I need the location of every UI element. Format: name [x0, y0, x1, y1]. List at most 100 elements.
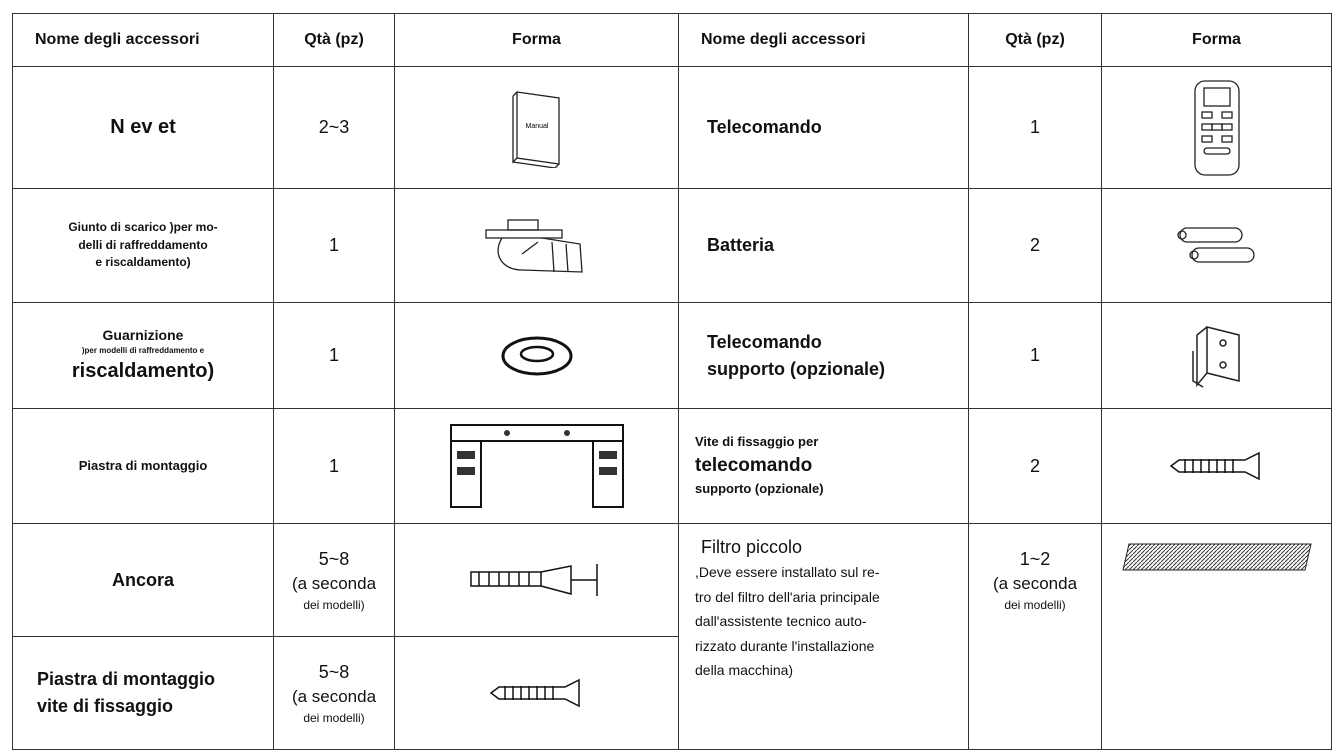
qty-cell: 5~8 (a seconda dei modelli) — [273, 523, 395, 637]
form-cell — [394, 408, 679, 524]
qty-line: (a seconda — [291, 687, 377, 707]
qty-line: 2 — [1029, 235, 1040, 256]
name-line: rizzato durante l'installazione — [695, 637, 875, 654]
header-cell: Forma — [1101, 13, 1332, 67]
name-cell: Batteria — [678, 188, 969, 303]
qty-line: 1 — [328, 345, 339, 366]
qty-line: 1~2 — [1019, 549, 1051, 569]
name-line: riscaldamento) — [71, 359, 215, 382]
battery-icon — [1176, 226, 1255, 263]
name-line: vite di fissaggio — [37, 696, 174, 716]
form-cell — [394, 523, 679, 637]
qty-line: 1 — [1029, 345, 1040, 366]
form-cell — [1101, 523, 1332, 750]
header-cell: Nome degli accessori — [678, 13, 969, 67]
qty-line: dei modelli) — [303, 597, 365, 612]
header-cell: Forma — [394, 13, 679, 67]
name-line: della macchina) — [695, 662, 794, 679]
header-cell: Qtà (pz) — [273, 13, 395, 67]
qty-cell: 2 — [968, 408, 1102, 524]
name-line: dall'assistente tecnico auto- — [695, 613, 867, 630]
form-cell — [1101, 302, 1332, 409]
name-cell: Vite di fissaggio per telecomando supporto… — [678, 408, 969, 524]
form-cell — [1101, 188, 1332, 303]
table-row: Giunto di scarico )per mo-delli di raffr… — [12, 188, 1332, 303]
name-line: Filtro piccolo — [701, 537, 803, 557]
drain-joint-icon — [484, 218, 583, 273]
table-row: Piastra di montaggio vite di fissaggio 5~8… — [12, 636, 1332, 750]
name-line: delli di raffreddamento — [78, 237, 208, 252]
qty-line: 2~3 — [318, 117, 350, 138]
qty-cell: 1 — [273, 188, 395, 303]
name-cell: Giunto di scarico )per mo-delli di raffr… — [12, 188, 274, 303]
name-line: telecomando — [695, 455, 813, 477]
form-cell: Manual — [394, 66, 679, 189]
name-cell: Telecomando supporto (opzionale) — [678, 302, 969, 409]
form-cell — [394, 188, 679, 303]
name-line: Piastra di montaggio — [78, 457, 208, 473]
name-line: Ancora — [111, 569, 174, 590]
qty-line: 1 — [328, 235, 339, 256]
name-line: Giunto di scarico )per mo- — [68, 220, 218, 235]
name-line: supporto (opzionale) — [707, 358, 885, 379]
name-cell: Ancora — [12, 523, 274, 637]
qty-cell: 5~8 (a seconda dei modelli) — [273, 636, 395, 750]
form-cell — [1101, 408, 1332, 524]
name-line: Piastra di montaggio — [37, 669, 216, 689]
accessories-table: Nome degli accessori Qtà (pz) Forma Nome de… — [12, 13, 1332, 750]
name-cell: Piastra di montaggio — [12, 408, 274, 524]
qty-cell: 1 — [273, 302, 395, 409]
qty-line: 5~8 — [318, 548, 350, 569]
table-body: N ev et 2~3 Manual Telecomando 1 Giunto di sc… — [12, 66, 1332, 750]
name-line: e riscaldamento) — [95, 255, 191, 270]
header-row: Nome degli accessori Qtà (pz) Forma Nome de… — [12, 13, 1332, 67]
name-line: supporto (opzionale) — [695, 480, 824, 496]
screw-icon — [1169, 451, 1260, 481]
name-cell: Filtro piccolo ,Deve essere installato su… — [678, 523, 969, 750]
name-cell: N ev et — [12, 66, 274, 189]
qty-line: 2 — [1029, 455, 1040, 476]
manual-icon: Manual — [511, 90, 560, 168]
table-row: Piastra di montaggio 1 Vite di fissaggio p… — [12, 408, 1332, 524]
name-line: Guarnizione — [102, 327, 184, 344]
qty-line: dei modelli) — [1004, 597, 1066, 612]
remote-icon — [1193, 79, 1240, 176]
name-cell: Guarnizione )per modelli di raffreddament… — [12, 302, 274, 409]
qty-line: (a seconda — [992, 574, 1078, 594]
seal-icon — [501, 336, 572, 375]
name-cell: Telecomando — [678, 66, 969, 189]
name-line: tro del filtro dell'aria principale — [695, 588, 880, 605]
qty-cell: 1~2 (a seconda dei modelli) — [968, 523, 1102, 750]
form-cell — [394, 636, 679, 750]
table-row: Ancora 5~8 (a seconda dei modelli) Filtro pi… — [12, 523, 1332, 750]
header-cell: Nome degli accessori — [12, 13, 274, 67]
holder-icon — [1191, 325, 1240, 388]
table-row: Guarnizione )per modelli di raffreddament… — [12, 302, 1332, 409]
qty-line: dei modelli) — [303, 710, 365, 725]
name-line: ,Deve essere installato sul re- — [695, 564, 880, 581]
name-line: Batteria — [707, 235, 775, 256]
screw-icon — [489, 678, 580, 708]
icon-label: Manual — [525, 123, 548, 130]
qty-cell: 1 — [968, 66, 1102, 189]
qty-line: 1 — [328, 455, 339, 476]
qty-line: 5~8 — [318, 661, 350, 682]
table-row: N ev et 2~3 Manual Telecomando 1 — [12, 66, 1332, 189]
header-cell: Qtà (pz) — [968, 13, 1102, 67]
qty-cell: 2 — [968, 188, 1102, 303]
qty-cell: 1 — [273, 408, 395, 524]
qty-line: 1 — [1029, 117, 1040, 138]
mounting-plate-icon — [449, 424, 624, 508]
name-line: Telecomando — [707, 332, 822, 353]
qty-cell: 2~3 — [273, 66, 395, 189]
form-cell — [394, 302, 679, 409]
name-line: Telecomando — [707, 117, 822, 138]
filter-icon — [1121, 543, 1312, 571]
anchor-icon — [469, 564, 598, 596]
name-line: )per modelli di raffreddamento e — [81, 346, 205, 356]
qty-cell: 1 — [968, 302, 1102, 409]
name-cell: Piastra di montaggio vite di fissaggio — [12, 636, 274, 750]
qty-line: (a seconda — [291, 574, 377, 594]
form-cell — [1101, 66, 1332, 189]
